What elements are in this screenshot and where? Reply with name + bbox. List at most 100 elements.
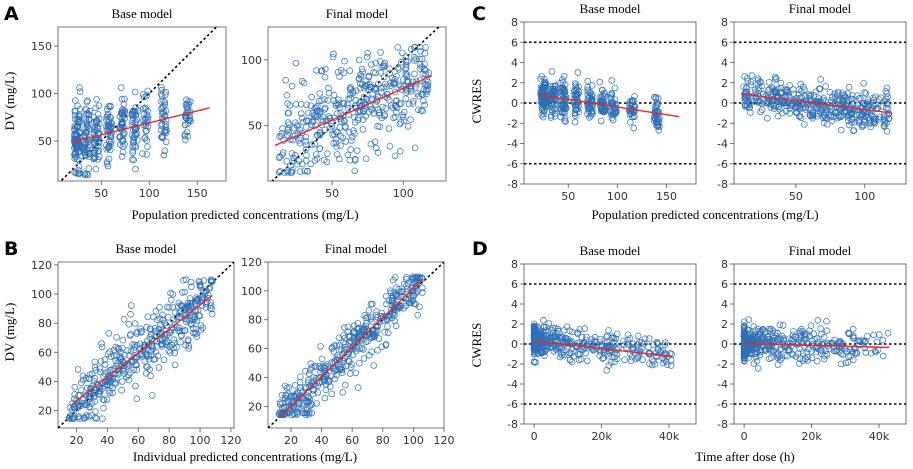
data-point: [129, 111, 137, 119]
data-point: [144, 87, 152, 95]
data-point: [588, 82, 596, 89]
data-point: [592, 338, 599, 346]
data-point: [882, 95, 890, 103]
data-point: [95, 115, 103, 123]
plot-area: [734, 41, 906, 165]
data-point: [757, 348, 764, 356]
data-point: [288, 82, 296, 90]
data-point: [152, 307, 160, 315]
data-point: [409, 97, 417, 105]
data-point: [822, 83, 829, 90]
data-point: [308, 409, 316, 417]
data-point: [629, 344, 637, 351]
data-point: [143, 127, 150, 135]
y-tick-label: 120: [241, 256, 262, 269]
data-point: [177, 338, 184, 346]
data-point: [301, 383, 309, 391]
data-point: [354, 114, 362, 121]
y-tick-label: 0: [511, 338, 518, 351]
data-point: [321, 394, 329, 402]
data-point: [297, 373, 304, 381]
y-tick-label: -2: [507, 358, 518, 371]
data-point: [377, 84, 385, 92]
data-point: [165, 347, 173, 355]
data-point: [74, 366, 82, 373]
data-point: [162, 91, 169, 99]
data-point: [340, 117, 348, 124]
data-point: [407, 85, 415, 93]
data-point: [167, 289, 174, 297]
data-point: [391, 76, 399, 83]
data-point: [861, 89, 868, 96]
data-point: [359, 126, 367, 133]
data-point: [653, 352, 660, 360]
data-point: [840, 108, 848, 115]
y-axis-label-d: CWRES: [469, 323, 484, 368]
data-point: [806, 92, 814, 100]
data-point: [812, 88, 820, 96]
data-point: [374, 149, 382, 156]
data-point: [128, 302, 135, 309]
data-point: [864, 114, 872, 121]
x-tick-label: 40k: [659, 430, 680, 443]
data-point: [158, 90, 165, 98]
data-point: [100, 404, 107, 412]
data-point: [74, 102, 81, 110]
data-point: [379, 103, 386, 111]
data-point: [402, 95, 410, 103]
data-point: [299, 118, 307, 126]
plot-layer: Base model 50 100 150 50 100 150 Final model 50 1…: [31, 1, 907, 447]
data-point: [747, 78, 755, 86]
data-point: [118, 122, 126, 129]
panel-label-c: C: [472, 3, 486, 25]
data-point: [336, 73, 343, 80]
data-point: [325, 89, 333, 97]
data-point: [118, 109, 125, 117]
x-tick-label: 100: [403, 434, 424, 447]
data-point: [371, 326, 378, 334]
subplot-d-base: Base model -8 -6 -4 -2 0 2 4 6 8 0 20k 40k: [507, 243, 697, 443]
data-point: [880, 116, 888, 123]
data-point: [584, 77, 591, 85]
data-point: [362, 155, 370, 163]
data-point: [531, 333, 539, 341]
data-point: [423, 90, 430, 98]
data-point: [332, 366, 340, 374]
data-point: [345, 348, 353, 356]
data-point: [303, 409, 311, 417]
data-point: [350, 322, 358, 329]
y-tick-label: 100: [31, 288, 52, 301]
data-point: [196, 282, 204, 290]
data-point: [778, 332, 786, 340]
data-point: [860, 119, 868, 126]
data-point: [371, 138, 379, 146]
data-point: [146, 325, 154, 333]
data-point: [149, 345, 157, 353]
data-point: [142, 343, 149, 350]
data-point: [550, 347, 558, 355]
data-point: [304, 167, 312, 175]
data-point: [797, 114, 805, 122]
y-tick-label: 150: [31, 40, 52, 53]
data-point: [163, 338, 171, 346]
data-point: [567, 349, 575, 357]
data-point: [845, 83, 853, 91]
data-point: [650, 93, 658, 101]
plot-area: [271, 27, 441, 181]
data-point: [370, 330, 378, 338]
data-point: [309, 110, 316, 117]
panel-label-b: B: [4, 238, 18, 260]
data-point: [786, 346, 793, 354]
x-tick-label: 100: [190, 434, 211, 447]
x-tick-label: 100: [393, 187, 414, 200]
data-point: [740, 335, 748, 343]
data-point: [390, 79, 398, 86]
data-point: [382, 341, 390, 349]
data-point: [127, 369, 134, 377]
x-tick-label: 50: [561, 190, 575, 203]
data-point: [758, 82, 766, 90]
data-point: [558, 351, 565, 359]
data-point: [393, 97, 400, 104]
x-tick-label: 60: [131, 434, 145, 447]
data-point: [820, 333, 828, 341]
